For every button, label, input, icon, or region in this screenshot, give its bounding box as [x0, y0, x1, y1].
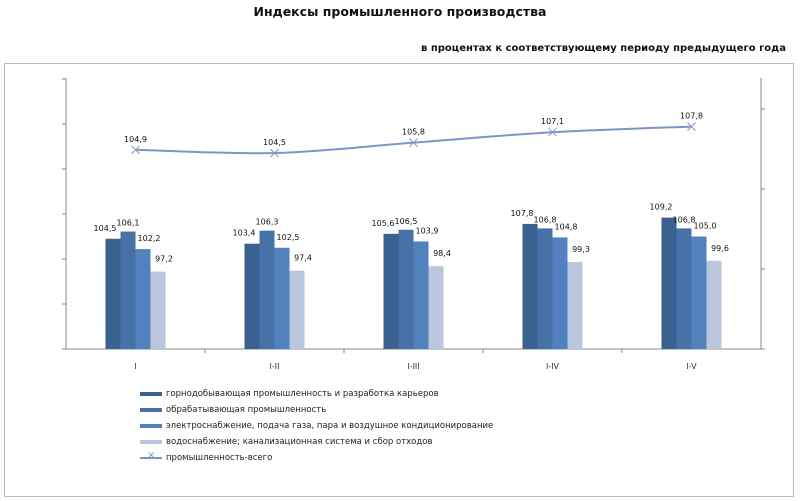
legend-x-marker-icon: × — [147, 450, 156, 461]
x-tick-label: I — [134, 362, 136, 371]
bar-data-label: 102,2 — [138, 234, 161, 243]
bar-data-label: 99,3 — [572, 245, 590, 254]
bar-data-label: 106,8 — [534, 215, 557, 224]
bar-data-label: 104,5 — [94, 224, 117, 233]
legend-item: водоснабжение; канализационная система и… — [140, 434, 493, 450]
x-tick-label: I-IV — [546, 362, 560, 371]
legend-item: горнодобывающая промышленность и разрабо… — [140, 386, 493, 402]
bar — [691, 236, 707, 349]
bar-data-label: 109,2 — [650, 203, 673, 212]
bar-data-label: 105,6 — [372, 219, 395, 228]
legend-line-swatch: × — [140, 450, 162, 461]
bar — [552, 237, 568, 349]
legend-item: обрабатывающая промышленность — [140, 402, 493, 418]
line-data-label: 105,8 — [402, 128, 425, 137]
chart-frame — [4, 63, 794, 497]
line-data-label: 104,5 — [263, 138, 286, 147]
bar — [676, 228, 692, 349]
bar-data-label: 104,8 — [555, 222, 578, 231]
bar — [567, 262, 583, 349]
line-data-label: 107,1 — [541, 117, 564, 126]
bar — [661, 217, 677, 349]
legend-swatch — [140, 408, 162, 412]
legend-label: промышленность-всего — [166, 453, 273, 463]
bar-data-label: 105,0 — [694, 222, 717, 231]
bar-data-label: 97,4 — [294, 254, 312, 263]
legend-label: горнодобывающая промышленность и разрабо… — [166, 389, 439, 399]
bar — [428, 266, 444, 349]
line-marker — [548, 127, 557, 137]
bar — [244, 243, 260, 349]
bar — [120, 231, 136, 349]
bar — [259, 230, 275, 349]
bar-data-label: 102,5 — [277, 233, 300, 242]
bar-data-label: 97,2 — [155, 255, 173, 264]
legend-item: электроснабжение, подача газа, пара и во… — [140, 418, 493, 434]
bar — [537, 228, 553, 349]
legend-swatch — [140, 424, 162, 428]
bar — [135, 249, 151, 349]
bar — [150, 271, 166, 349]
legend-label: электроснабжение, подача газа, пара и во… — [166, 421, 494, 431]
bar — [522, 223, 538, 349]
bar-data-label: 106,5 — [395, 217, 418, 226]
bar — [274, 247, 290, 349]
bar — [398, 229, 414, 349]
line-marker — [687, 122, 696, 131]
chart-title: Индексы промышленного производства — [253, 4, 547, 19]
legend-label: водоснабжение; канализационная система и… — [166, 437, 433, 447]
bar — [413, 241, 429, 349]
legend-swatch — [140, 440, 162, 444]
line-marker — [131, 145, 140, 155]
bar — [105, 238, 121, 349]
bar — [383, 233, 399, 349]
legend-label: обрабатывающая промышленность — [166, 405, 327, 415]
x-tick-label: I-II — [270, 362, 280, 371]
bar — [706, 260, 722, 349]
line-data-label: 104,9 — [124, 135, 147, 144]
legend-item: × промышленность-всего — [140, 450, 493, 466]
bar — [289, 270, 305, 349]
chart-subtitle: в процентах к соответствующему периоду п… — [421, 43, 786, 54]
bar-data-label: 103,9 — [416, 226, 439, 235]
line-marker — [409, 138, 418, 147]
bar-data-label: 99,6 — [711, 244, 729, 253]
bar-data-label: 103,4 — [233, 229, 256, 238]
line-marker — [270, 148, 279, 158]
line-data-label: 107,8 — [680, 112, 703, 121]
bar-data-label: 107,8 — [511, 209, 534, 218]
legend-swatch — [140, 392, 162, 396]
bar-data-label: 106,3 — [256, 218, 279, 227]
bar-data-label: 106,1 — [117, 219, 140, 228]
legend: горнодобывающая промышленность и разрабо… — [140, 386, 493, 466]
bar-data-label: 106,8 — [673, 215, 696, 224]
bar-data-label: 98,4 — [433, 249, 451, 258]
x-tick-label: I-V — [686, 362, 697, 371]
x-tick-label: I-III — [407, 362, 419, 371]
